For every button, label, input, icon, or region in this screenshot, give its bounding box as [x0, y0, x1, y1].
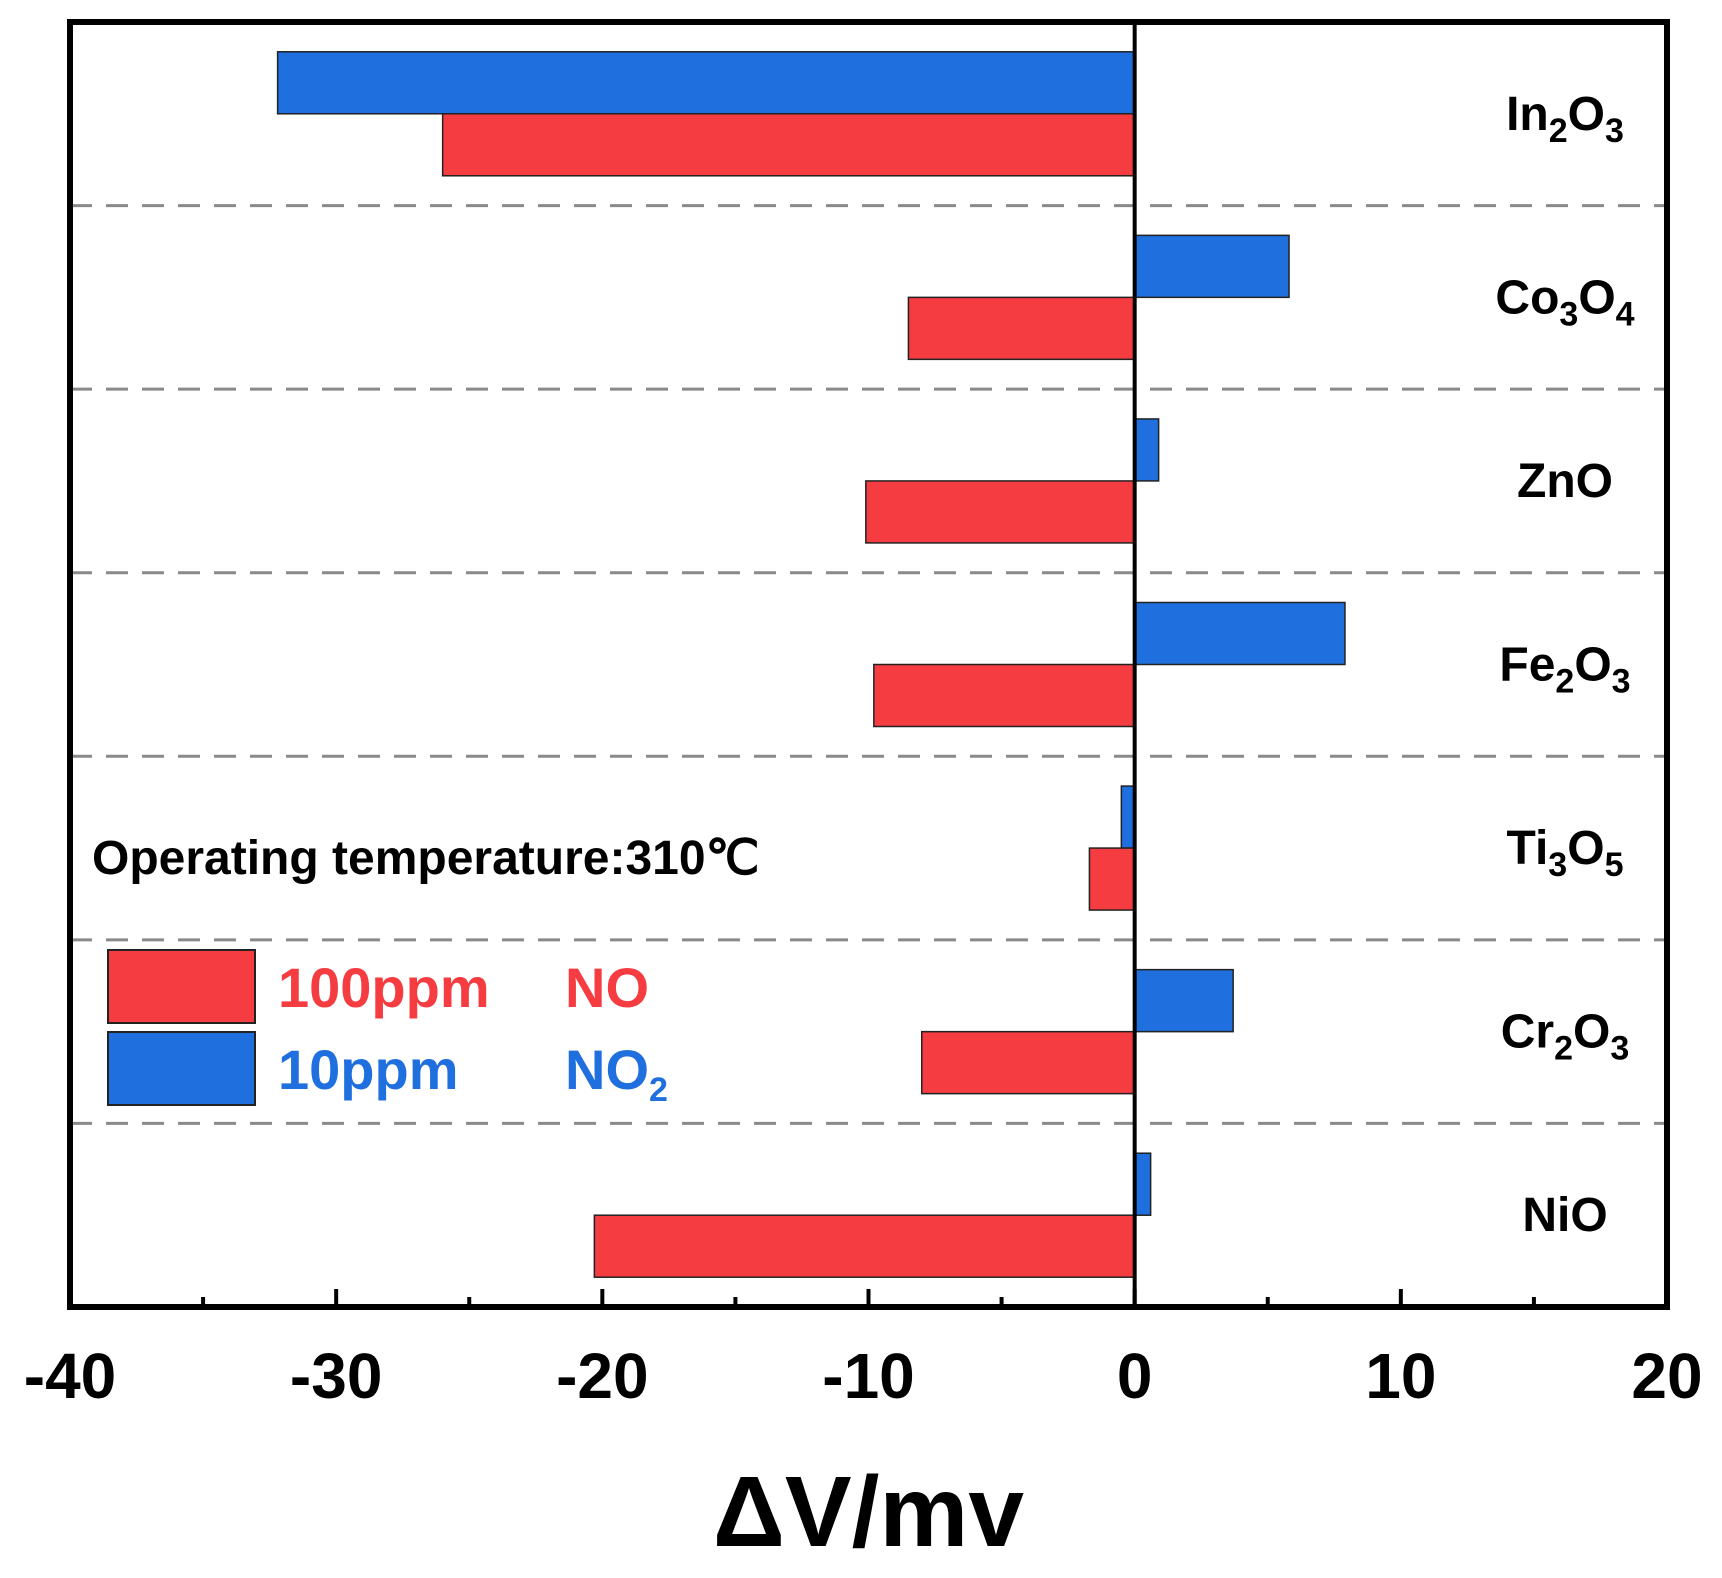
bar-fe2o3-100ppm-no — [873, 663, 1136, 728]
x-tick-label: -20 — [556, 1340, 649, 1412]
bar-zno-100ppm-no — [865, 480, 1136, 544]
x-axis-tick-labels: -40 -30 -20 -10 0 10 20 — [24, 1340, 1703, 1412]
category-label-in2o3: In2O3 — [1506, 88, 1624, 150]
category-label-co3o4: Co3O4 — [1495, 271, 1634, 333]
bar-cr2o3-10ppm-no2 — [1133, 968, 1234, 1033]
legend-concentration: 100ppm — [278, 956, 490, 1019]
x-axis-title: ΔV/mv — [713, 1456, 1024, 1568]
bar-nio-10ppm-no2 — [1133, 1152, 1152, 1216]
bar-zno-10ppm-no2 — [1133, 418, 1160, 482]
category-label-cr2o3: Cr2O3 — [1501, 1006, 1630, 1068]
category-label-fe2o3: Fe2O3 — [1499, 639, 1630, 701]
category-labels: In2O3 Co3O4 ZnO Fe2O3 Ti3O5 Cr2O3 NiO — [1495, 88, 1634, 1242]
bar-in2o3-100ppm-no — [441, 113, 1136, 177]
category-label-ti3o5: Ti3O5 — [1507, 822, 1624, 884]
bar-co3o4-10ppm-no2 — [1133, 234, 1290, 299]
bar-fe2o3-10ppm-no2 — [1133, 601, 1346, 666]
bar-co3o4-100ppm-no — [907, 296, 1136, 361]
x-tick-label: -30 — [290, 1340, 383, 1412]
category-label-nio: NiO — [1522, 1189, 1607, 1242]
bar-nio-100ppm-no — [593, 1214, 1136, 1278]
legend-gas: NO2 — [565, 1038, 668, 1109]
x-tick-label: 0 — [1117, 1340, 1153, 1412]
legend-swatch — [107, 1031, 256, 1106]
category-separators — [70, 204, 1667, 1125]
x-tick-label: 10 — [1365, 1340, 1436, 1412]
legend-swatch — [107, 949, 256, 1024]
x-tick-label: -40 — [24, 1340, 117, 1412]
x-tick-label: 20 — [1631, 1340, 1702, 1412]
x-axis-ticks — [68, 1289, 1669, 1307]
legend-concentration: 10ppm — [278, 1038, 459, 1101]
bar-in2o3-10ppm-no2 — [276, 51, 1136, 115]
legend: 100ppm NO 10ppm NO2 — [107, 949, 668, 1109]
bars — [276, 51, 1346, 1278]
operating-temperature-annotation: Operating temperature:310℃ — [92, 832, 759, 885]
plot-frame — [67, 19, 1670, 1310]
legend-gas: NO — [565, 956, 649, 1019]
x-tick-label: -10 — [822, 1340, 915, 1412]
bar-ti3o5-100ppm-no — [1088, 847, 1136, 911]
category-label-zno: ZnO — [1517, 455, 1613, 508]
bar-cr2o3-100ppm-no — [920, 1030, 1136, 1095]
